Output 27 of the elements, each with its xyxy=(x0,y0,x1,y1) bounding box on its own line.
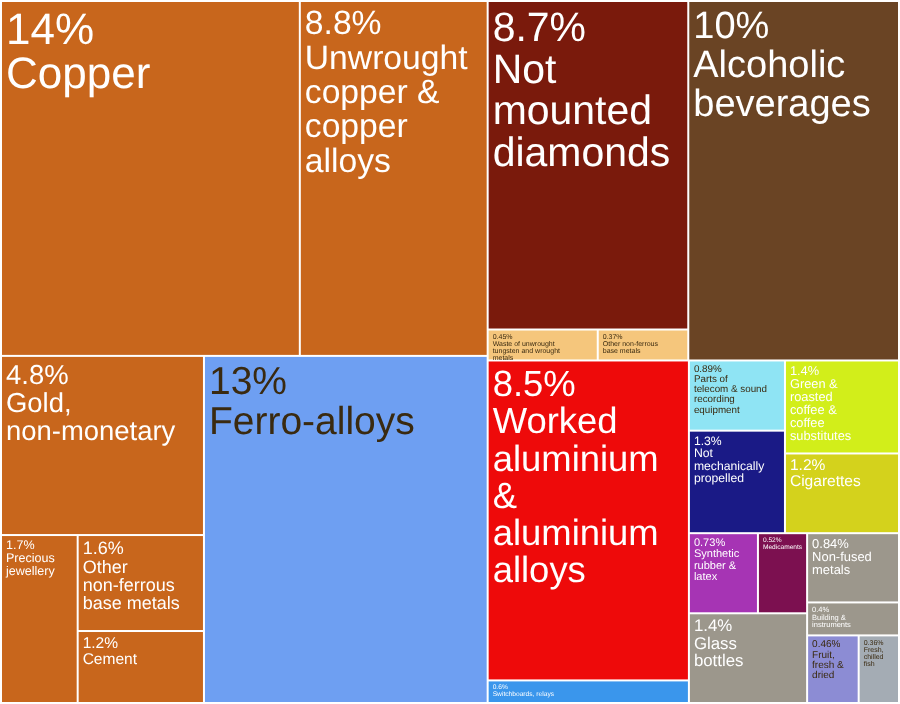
tile: 14% Copper xyxy=(2,2,299,355)
data-label: 10% xyxy=(693,6,770,49)
data-label: 14% xyxy=(6,3,95,54)
category-label: Alcoholic beverages xyxy=(693,44,871,126)
category-label: Gold, non-monetary xyxy=(6,387,176,446)
tile: 1.6% Other non-ferrous base metals xyxy=(78,536,203,630)
tile: 8.7% Not mounted diamonds xyxy=(488,2,688,329)
tile: 8.5% Worked aluminium & aluminium alloys xyxy=(488,361,688,680)
category-label: Not mounted diamonds xyxy=(492,46,671,177)
data-label: 1.6% xyxy=(82,538,124,559)
tile: 1.4% Glass bottles xyxy=(689,614,807,702)
data-label: 8.8% xyxy=(304,4,382,43)
data-label: 8.7% xyxy=(492,4,586,51)
data-label: 4.8% xyxy=(6,359,69,390)
data-label: 8.5% xyxy=(492,364,576,405)
category-label: Unwrought copper & copper alloys xyxy=(304,38,469,180)
data-label: 13% xyxy=(208,359,288,404)
category-label: Glass bottles xyxy=(693,632,744,670)
category-label: Copper xyxy=(6,48,151,99)
tile: 8.8% Unwrought copper & copper alloys xyxy=(300,2,487,355)
data-label: 1.4% xyxy=(693,615,734,636)
category-label: Worked aluminium & aluminium alloys xyxy=(492,401,659,591)
category-label: Other non-ferrous base metals xyxy=(82,556,181,614)
tile: 13% Ferro-alloys xyxy=(204,356,487,702)
tile: 10% Alcoholic beverages xyxy=(689,2,898,360)
category-label: Ferro-alloys xyxy=(208,399,416,444)
tile: 4.8% Gold, non-monetary xyxy=(2,356,203,535)
